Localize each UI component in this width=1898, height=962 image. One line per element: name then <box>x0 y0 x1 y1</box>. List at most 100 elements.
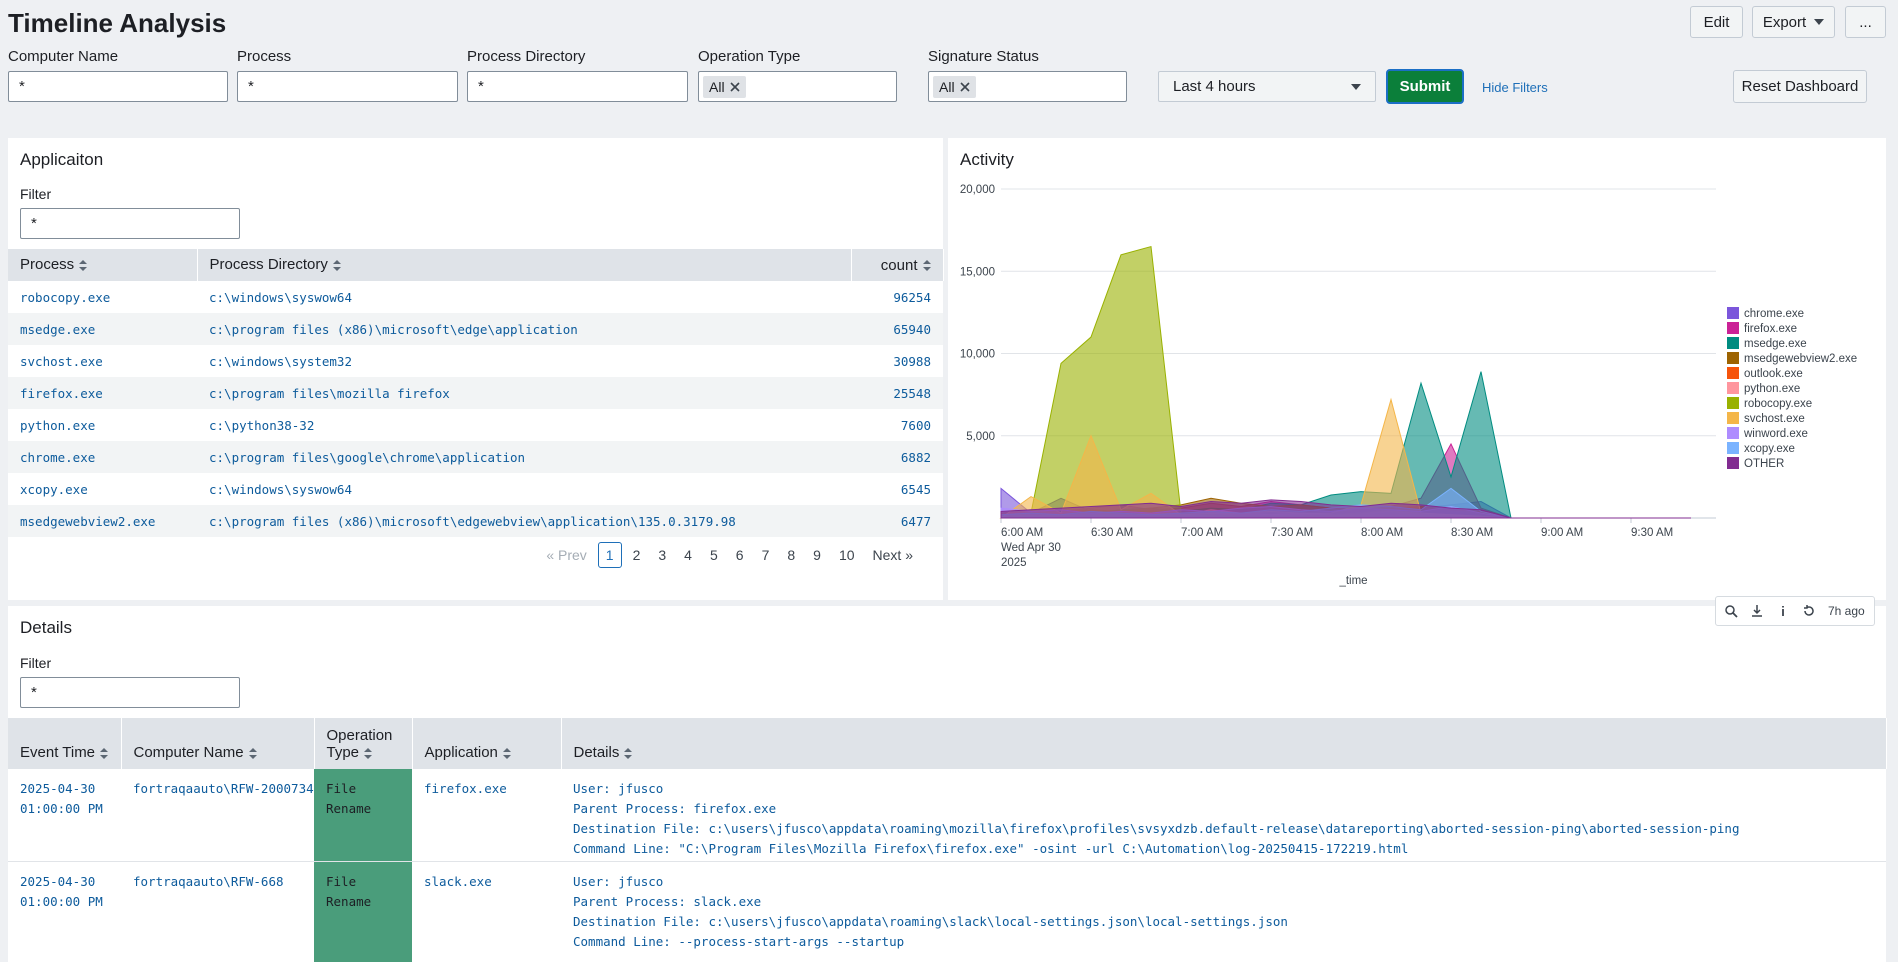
count-cell: 96254 <box>893 289 931 305</box>
x-tick-label: 6:30 AM <box>1091 527 1133 539</box>
table-cell[interactable]: svchost.exe <box>20 353 103 369</box>
x-tick-label: 9:30 AM <box>1631 527 1673 539</box>
count-cell: 7600 <box>900 417 931 433</box>
header-button[interactable]: Export <box>1752 6 1835 38</box>
table-cell[interactable]: python.exe <box>20 417 96 433</box>
table-cell[interactable]: firefox.exe <box>424 781 507 796</box>
x-tick-label: 7:00 AM <box>1181 527 1223 539</box>
table-cell[interactable]: slack.exe <box>424 873 492 889</box>
page-link[interactable]: 3 <box>658 547 667 563</box>
sort-icon[interactable] <box>364 747 373 759</box>
filter-input[interactable]: * <box>20 208 240 239</box>
next-link[interactable]: Next » <box>872 547 913 563</box>
filter-input[interactable]: All <box>928 71 1127 102</box>
token-pill[interactable]: All <box>703 75 746 98</box>
time-picker[interactable]: Last 4 hours <box>1158 71 1376 102</box>
legend-swatch <box>1727 457 1739 469</box>
table-cell[interactable]: c:\python38-32 <box>209 417 315 433</box>
column-header[interactable]: Operation Type <box>314 718 413 769</box>
legend-label: firefox.exe <box>1744 323 1797 335</box>
table-cell[interactable]: c:\program files\google\chrome\applicati… <box>209 449 526 465</box>
legend-swatch <box>1727 322 1739 334</box>
table-cell[interactable]: fortraqaauto\RFW-668 <box>133 873 284 889</box>
sort-icon[interactable] <box>922 260 931 272</box>
page-link[interactable]: 2 <box>632 547 641 563</box>
header-button[interactable]: ... <box>1845 6 1886 38</box>
column-header[interactable]: Process Directory <box>197 249 852 281</box>
panel-title: Activity <box>960 150 1014 169</box>
inspect-icon[interactable] <box>1776 604 1790 618</box>
export-icon[interactable] <box>1750 604 1764 618</box>
filter-input[interactable]: * <box>237 71 458 102</box>
table-cell[interactable]: c:\program files\mozilla firefox <box>209 385 450 401</box>
sort-icon[interactable] <box>332 259 341 271</box>
x-tick-sublabel: 2025 <box>1001 557 1027 569</box>
activity-panel: Activity 5,000 10,000 15,000 20,000 6:00 AM 6:… <box>948 138 1886 600</box>
column-header[interactable]: Computer Name <box>121 718 315 769</box>
table-cell[interactable]: xcopy.exe <box>20 481 88 497</box>
refresh-icon[interactable] <box>1802 604 1816 618</box>
time-picker-label: Last 4 hours <box>1173 78 1256 95</box>
table-cell[interactable]: fortraqaauto\RFW-2000734 <box>133 781 314 796</box>
page-link[interactable]: 8 <box>787 547 796 563</box>
column-header[interactable]: Process <box>8 249 198 281</box>
header-button[interactable]: Edit <box>1690 6 1743 38</box>
filter-input[interactable]: * <box>20 677 240 708</box>
remove-icon[interactable] <box>729 81 740 92</box>
remove-icon[interactable] <box>959 81 970 92</box>
sort-icon[interactable] <box>248 747 257 759</box>
header-label: count <box>880 256 918 274</box>
page-link[interactable]: 5 <box>709 547 718 563</box>
page-link[interactable]: 4 <box>684 547 692 563</box>
page-link[interactable]: 10 <box>838 547 855 563</box>
table-cell[interactable]: firefox.exe <box>20 385 103 401</box>
input-value: * <box>31 215 37 232</box>
table-cell[interactable]: 2025-04-30 01:00:00 PM <box>20 781 103 816</box>
table-cell[interactable]: c:\windows\system32 <box>209 353 352 369</box>
column-header[interactable]: Details <box>561 718 1887 769</box>
token-label: All <box>939 78 955 95</box>
search-icon[interactable] <box>1724 604 1738 618</box>
x-tick-label: 9:00 AM <box>1541 527 1583 539</box>
column-header[interactable]: Event Time <box>8 718 122 769</box>
legend-label: outlook.exe <box>1744 368 1803 380</box>
page-link[interactable]: 9 <box>813 547 821 563</box>
operation-cell: File Rename <box>314 769 412 861</box>
reset-button[interactable]: Reset Dashboard <box>1733 70 1867 103</box>
submit-button[interactable]: Submit <box>1386 69 1464 104</box>
sort-icon[interactable] <box>79 259 88 271</box>
token-pill[interactable]: All <box>933 75 976 98</box>
table-row: chrome.exe c:\program files\google\chrome… <box>8 441 943 473</box>
table-cell[interactable]: msedge.exe <box>20 321 96 337</box>
sort-icon[interactable] <box>502 747 511 759</box>
detail-line: Destination File: c:\users\jfusco\appdat… <box>573 913 1288 929</box>
column-header[interactable]: Application <box>412 718 562 769</box>
filter-input[interactable]: * <box>467 71 688 102</box>
legend-label: msedge.exe <box>1744 338 1807 350</box>
x-tick-label: 6:00 AM <box>1001 527 1043 539</box>
sort-icon[interactable] <box>100 747 109 759</box>
legend-swatch <box>1727 412 1739 424</box>
detail-line: User: jfusco <box>573 781 664 796</box>
hide-filters-link[interactable]: Hide Filters <box>1482 80 1548 95</box>
table-cell[interactable]: c:\program files (x86)\microsoft\edgeweb… <box>209 513 736 529</box>
table-cell[interactable]: robocopy.exe <box>20 289 111 305</box>
table-cell[interactable]: 2025-04-30 01:00:00 PM <box>20 873 103 909</box>
button-label: ... <box>1859 13 1872 31</box>
table-cell[interactable]: c:\windows\syswow64 <box>209 289 352 305</box>
column-header[interactable]: count <box>851 249 944 281</box>
filter-input[interactable]: All <box>698 71 897 102</box>
table-cell[interactable]: chrome.exe <box>20 449 96 465</box>
legend-label: chrome.exe <box>1744 308 1804 320</box>
table-row: python.exe c:\python38-32 7600 <box>8 409 943 441</box>
filter-input[interactable]: * <box>8 71 228 102</box>
details-panel: Details Filter * Event Time Computer Name Ope… <box>8 606 1887 962</box>
page-link[interactable]: 7 <box>761 547 770 563</box>
table-cell[interactable]: c:\program files (x86)\microsoft\edge\ap… <box>209 321 578 337</box>
dropdown-caret <box>1351 83 1361 90</box>
sort-icon[interactable] <box>624 747 633 759</box>
page-link[interactable]: 6 <box>735 547 744 563</box>
table-cell[interactable]: msedgewebview2.exe <box>20 513 156 529</box>
table-cell[interactable]: c:\windows\syswow64 <box>209 481 352 497</box>
page-link[interactable]: 1 <box>597 542 622 568</box>
